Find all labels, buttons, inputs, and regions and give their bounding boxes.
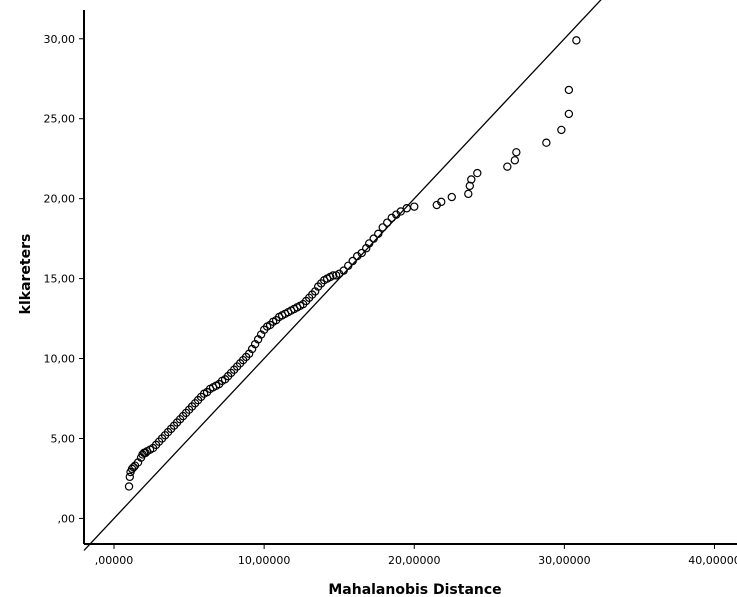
data-point: [447, 192, 456, 202]
data-point: [510, 156, 520, 165]
plot-area: [83, 0, 602, 551]
data-point: [437, 197, 446, 207]
data-point: [348, 256, 357, 266]
y-axis-title: klkareters: [18, 234, 34, 315]
y-axis-ticks: ,00 5,00 10,00 15,00 20,00 25,00 30,00: [44, 33, 84, 525]
data-point: [125, 472, 134, 482]
data-point: [572, 36, 581, 45]
data-point: [402, 204, 411, 213]
x-tick-label: 30,00000: [538, 554, 591, 567]
data-point: [369, 234, 378, 243]
y-tick-label: 5,00: [51, 432, 76, 445]
data-point: [564, 85, 574, 95]
data-point: [503, 162, 512, 171]
data-point: [467, 175, 476, 184]
y-tick-label: 25,00: [44, 113, 76, 126]
data-point: [365, 239, 374, 248]
data-point: [464, 189, 473, 199]
x-tick-label: 20,00000: [388, 554, 441, 567]
data-point: [383, 218, 392, 227]
y-tick-label: 20,00: [44, 193, 76, 206]
data-point: [557, 125, 566, 135]
y-tick-label: ,00: [58, 512, 76, 525]
x-axis-title: Mahalanobis Distance: [328, 582, 501, 597]
data-point: [339, 266, 348, 275]
data-point: [124, 482, 134, 491]
data-point: [564, 109, 574, 119]
data-point: [473, 168, 482, 178]
data-point: [374, 229, 383, 239]
y-tick-label: 30,00: [44, 33, 76, 46]
data-point: [328, 271, 338, 280]
data-point: [129, 463, 138, 472]
y-tick-label: 10,00: [44, 353, 76, 366]
x-axis-ticks: ,00000 10,00000 20,00000 30,00000 40,00000: [95, 544, 737, 567]
x-tick-label: 40,00000: [688, 554, 737, 567]
data-point: [378, 223, 387, 232]
data-point: [357, 248, 366, 258]
x-tick-label: 10,00000: [238, 554, 291, 567]
x-tick-label: ,00000: [95, 554, 134, 567]
reference-line: [83, 0, 602, 551]
y-tick-label: 15,00: [44, 273, 76, 286]
data-point: [410, 202, 419, 211]
data-point: [542, 138, 551, 147]
data-point: [512, 148, 521, 157]
data-point: [344, 261, 353, 271]
